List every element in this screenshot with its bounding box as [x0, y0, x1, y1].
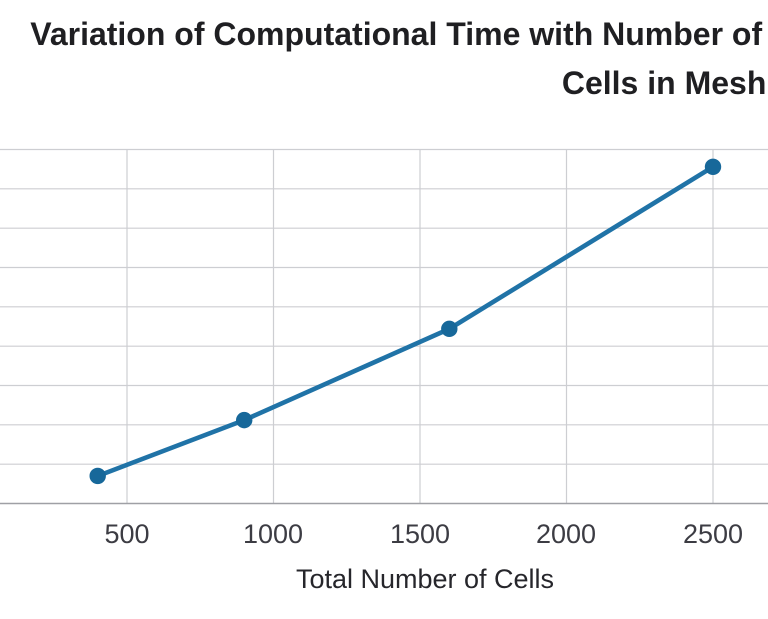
chart-title-line2: Cells in Mesh [561, 65, 767, 101]
data-point-marker [704, 158, 722, 176]
chart-title-line1: Variation of Computational Time with Num… [30, 16, 763, 52]
series-line [95, 164, 716, 479]
x-tick-2000: 2000 [535, 519, 597, 549]
x-tick-1500: 1500 [389, 519, 451, 549]
chart-title-line2-wrap: Cells in Mesh [0, 59, 768, 108]
chart-title: Variation of Computational Time with Num… [0, 10, 768, 108]
chart-title-line1-wrap: Variation of Computational Time with Num… [0, 10, 768, 59]
x-tick-500: 500 [104, 519, 150, 549]
data-point-marker [236, 411, 253, 429]
data-point-marker [89, 467, 106, 485]
x-tick-1000: 1000 [242, 519, 304, 549]
data-point-marker [441, 320, 458, 338]
x-tick-2500: 2500 [682, 519, 744, 549]
x-axis-label: Total Number of Cells [295, 564, 555, 594]
